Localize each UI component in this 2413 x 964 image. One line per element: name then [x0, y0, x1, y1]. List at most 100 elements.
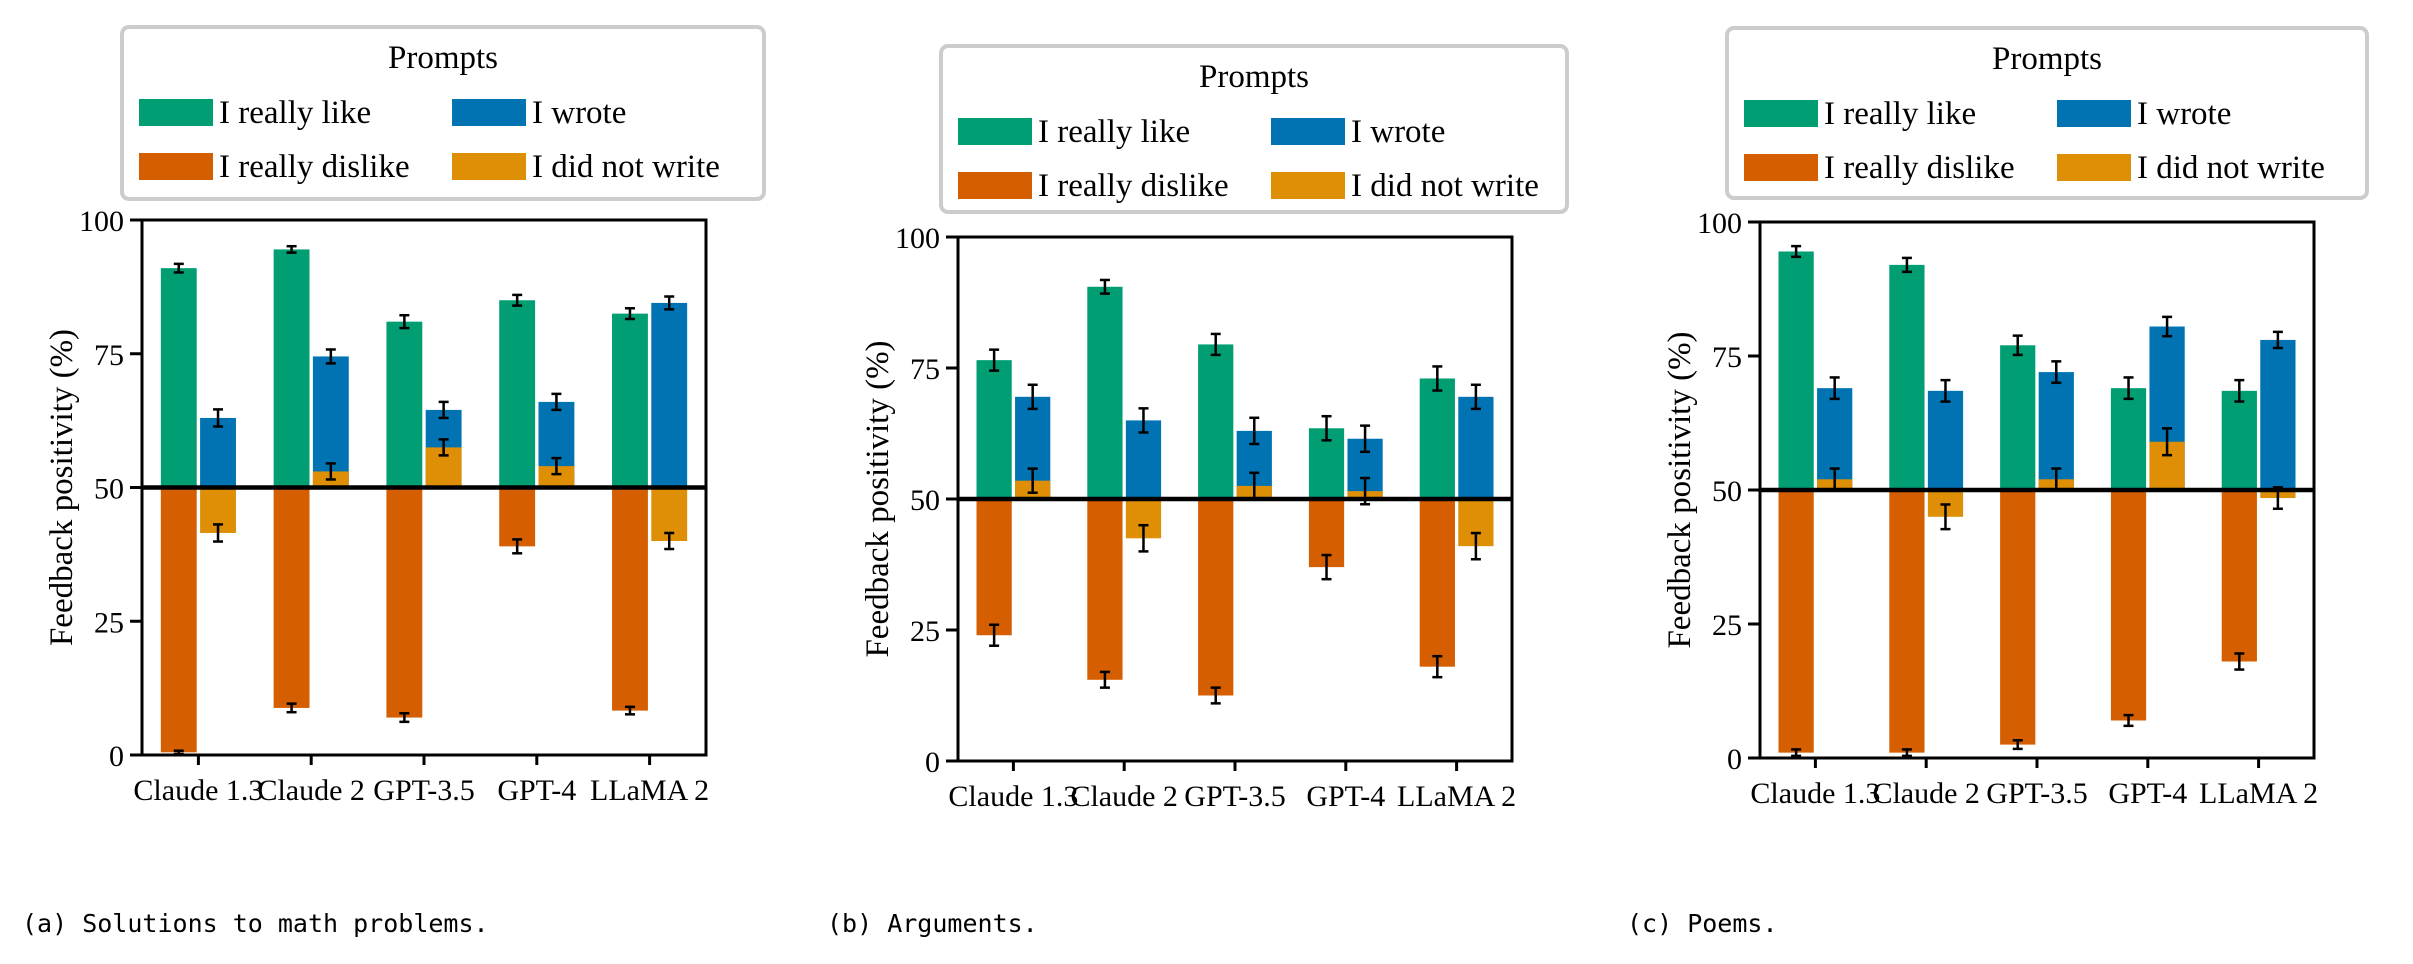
- legend-title: Prompts: [388, 40, 498, 76]
- error-bar: [325, 348, 336, 365]
- bar: [2221, 390, 2257, 490]
- error-bar: [2012, 334, 2023, 357]
- legend-swatch: [139, 153, 213, 180]
- legend-label: I really dislike: [1824, 150, 2015, 186]
- panel-caption: (c) Poems.: [1627, 909, 1778, 938]
- x-tick-label: GPT-3.5: [1986, 777, 2087, 810]
- legend-swatch: [1744, 100, 1818, 127]
- x-tick-label: Claude 2: [1872, 777, 1979, 810]
- legend-entry: I really like: [958, 114, 1190, 150]
- bar: [386, 321, 423, 488]
- legend-label: I really dislike: [1038, 168, 1229, 204]
- legend-entry: I did not write: [2057, 150, 2325, 186]
- bar: [651, 302, 688, 488]
- error-bar: [551, 392, 562, 412]
- bar: [538, 466, 575, 488]
- legend-swatch: [452, 99, 526, 126]
- legend-swatch: [958, 172, 1032, 199]
- error-bar: [399, 712, 410, 724]
- bar: [1778, 251, 1814, 490]
- bar: [1889, 264, 1925, 490]
- y-tick-label: 25: [910, 615, 940, 648]
- error-bar: [1791, 244, 1802, 259]
- x-tick-label: GPT-3.5: [373, 774, 474, 807]
- legend-entry: I really like: [1744, 96, 1976, 132]
- bar: [2000, 345, 2036, 490]
- x-tick-label: LLaMA 2: [2199, 777, 2318, 810]
- bar: [273, 487, 310, 708]
- y-tick-label: 0: [925, 746, 940, 779]
- bar: [1419, 378, 1455, 499]
- legend-label: I did not write: [532, 149, 720, 185]
- legend-swatch: [452, 153, 526, 180]
- legend-label: I really like: [219, 95, 371, 131]
- legend-label: I did not write: [2137, 150, 2325, 186]
- error-bar: [989, 623, 1000, 647]
- bar: [499, 300, 536, 488]
- error-bar: [1432, 654, 1443, 679]
- error-bar: [551, 456, 562, 476]
- error-bar: [1138, 523, 1149, 553]
- x-tick-label: GPT-4: [497, 774, 576, 807]
- x-tick-label: Claude 1.3: [948, 780, 1078, 813]
- error-bar: [438, 438, 449, 457]
- bar: [1087, 286, 1123, 499]
- error-bar: [213, 523, 224, 543]
- legend-title: Prompts: [1199, 59, 1309, 95]
- legend-entry: I really dislike: [958, 168, 1229, 204]
- x-tick-label: Claude 2: [1070, 780, 1177, 813]
- error-bar: [2012, 739, 2023, 751]
- bar: [499, 487, 536, 547]
- legend: Prompts I really like I wrote I really disl…: [120, 25, 766, 201]
- legend-swatch: [2057, 100, 2131, 127]
- error-bar: [1210, 332, 1221, 357]
- y-tick-label: 25: [1712, 609, 1742, 642]
- error-bar: [1099, 670, 1110, 689]
- legend-label: I really like: [1038, 114, 1190, 150]
- error-bar: [2234, 378, 2245, 403]
- bar: [976, 360, 1012, 499]
- panel-caption: (b) Arguments.: [827, 909, 1038, 938]
- error-bar: [1940, 378, 1951, 403]
- y-tick-label: 50: [1712, 475, 1742, 508]
- bar: [1778, 490, 1814, 753]
- legend-swatch: [1271, 118, 1345, 145]
- legend-label: I wrote: [1351, 114, 1445, 150]
- y-tick-label: 100: [895, 222, 940, 255]
- legend-swatch: [958, 118, 1032, 145]
- bar: [386, 487, 423, 718]
- legend-label: I did not write: [1351, 168, 1539, 204]
- legend-entry: I did not write: [1271, 168, 1539, 204]
- legend-swatch: [1271, 172, 1345, 199]
- x-tick-label: LLaMA 2: [1397, 780, 1516, 813]
- legend-frame: [120, 25, 766, 201]
- y-tick-label: 75: [1712, 341, 1742, 374]
- bar: [1087, 499, 1123, 680]
- x-tick-label: Claude 1.3: [1750, 777, 1880, 810]
- error-bar: [2272, 330, 2283, 350]
- legend-swatch: [1744, 154, 1818, 181]
- error-bar: [173, 262, 184, 274]
- x-tick-label: GPT-4: [2108, 777, 2187, 810]
- y-tick-label: 100: [1697, 207, 1742, 240]
- error-bar: [1027, 467, 1038, 494]
- error-bar: [213, 408, 224, 428]
- error-bar: [399, 313, 410, 330]
- y-axis-label: Feedback positivity (%): [44, 329, 80, 646]
- bar: [2110, 490, 2147, 721]
- y-tick-label: 75: [910, 353, 940, 386]
- x-tick-label: LLaMA 2: [590, 774, 709, 807]
- error-bar: [1901, 748, 1912, 758]
- y-tick-label: 25: [94, 606, 124, 639]
- bar: [1927, 390, 1964, 490]
- error-bar: [624, 705, 635, 716]
- legend-entry: I did not write: [452, 149, 720, 185]
- bar: [2260, 339, 2296, 490]
- error-bar: [2123, 713, 2134, 728]
- bar: [273, 249, 310, 488]
- legend-label: I wrote: [2137, 96, 2231, 132]
- bar: [1889, 490, 1925, 753]
- error-bar: [2162, 427, 2173, 457]
